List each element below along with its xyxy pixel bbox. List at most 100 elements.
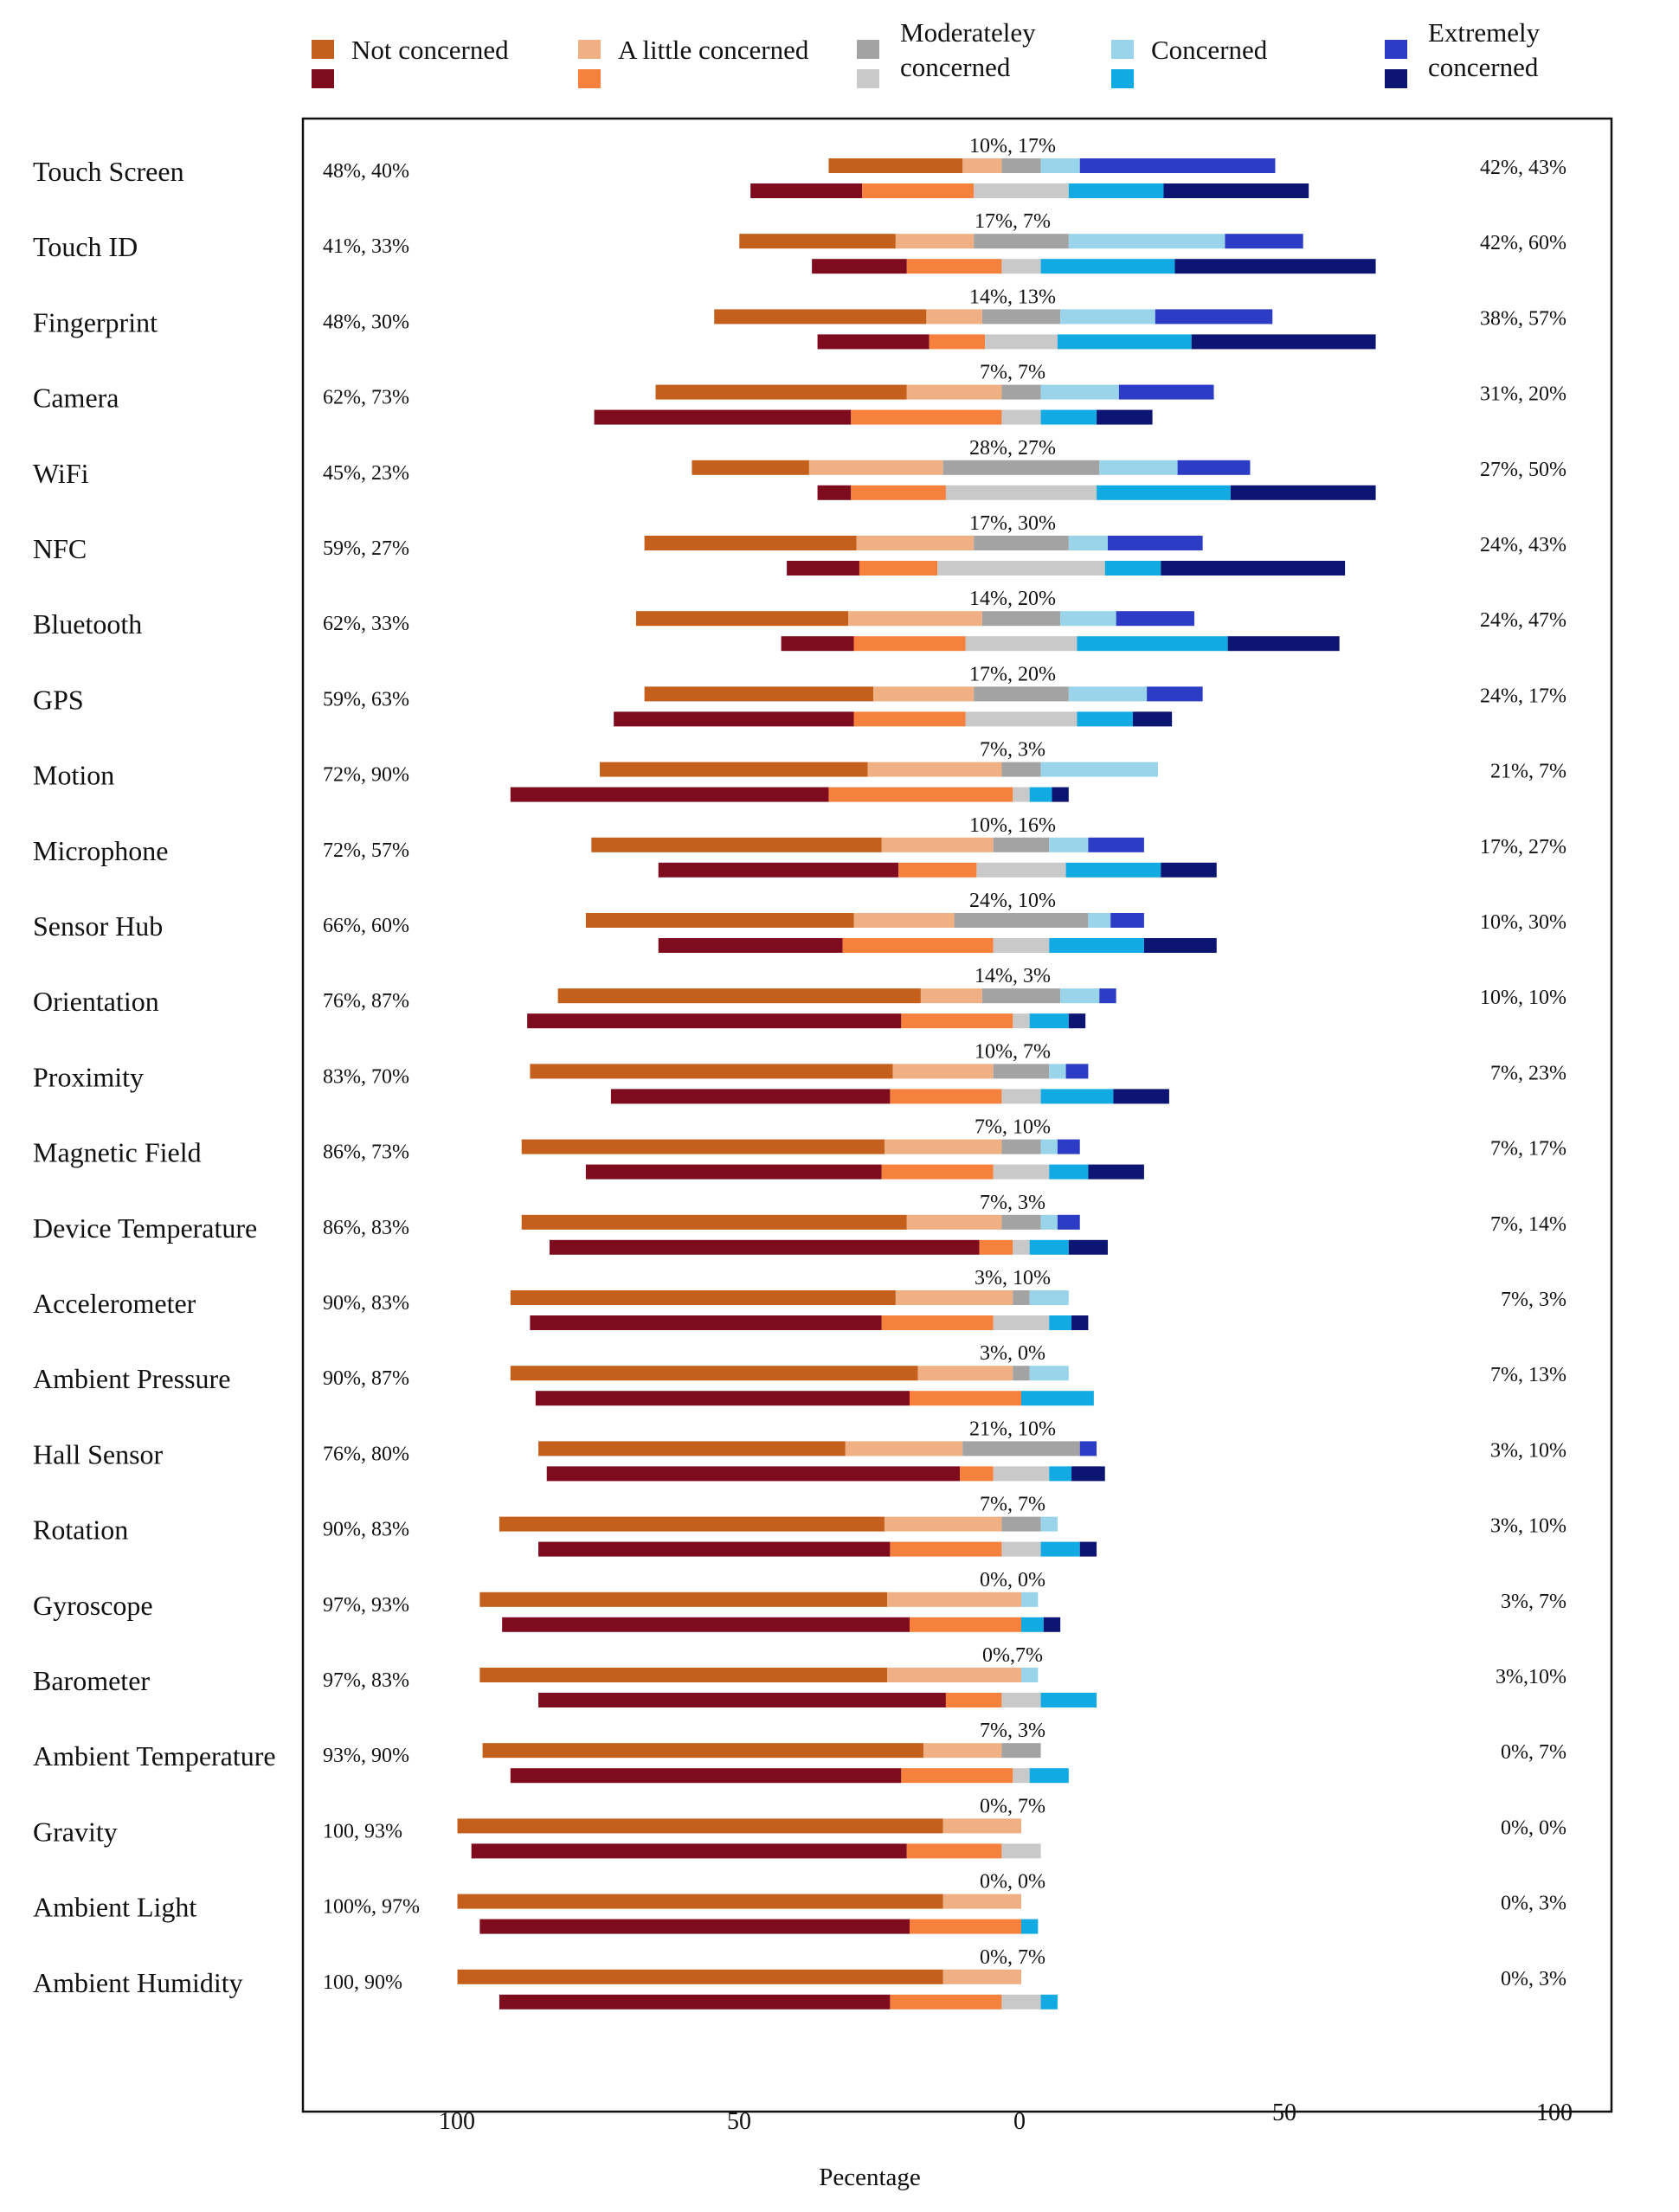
left-percent-label: 86%, 83% [323,1217,409,1239]
bar-series1-segment-not-concerned [635,611,849,627]
bar-series2-segment-extremely-concerned [1227,636,1340,652]
middle-percent-label: 10%, 17% [969,135,1056,158]
bar-series2-segment-concerned [1049,938,1144,953]
bar-series2-segment-concerned [1021,1391,1094,1406]
right-percent-label: 24%, 43% [1480,534,1566,556]
left-percent-label: 45%, 23% [323,462,409,485]
middle-percent-label: 3%, 0% [980,1342,1045,1365]
x-tick-right-50: 50 [1272,2099,1296,2126]
bar-series2-segment-extremely-concerned [1071,1315,1089,1330]
bar-series2-segment-not-concerned [750,183,863,198]
bar-series2-segment-concerned [1029,1768,1069,1784]
bar-series1-segment-moderateley-concerned [974,234,1069,249]
category-label: Ambient Temperature [33,1740,276,1772]
bar-series1-segment-not-concerned [521,1139,885,1154]
bar-series1-segment-a-little-concerned [895,1290,1013,1305]
plot-frame [301,117,1613,2113]
bar-series2-segment-not-concerned [812,259,907,274]
category-label: Barometer [33,1665,150,1696]
middle-percent-label: 14%, 13% [969,286,1056,308]
bar-series2-segment-not-concerned [510,1768,902,1784]
right-percent-label: 7%, 17% [1490,1138,1566,1161]
bar-series2-segment-a-little-concerned [859,561,938,576]
bar-series1-segment-extremely-concerned [1177,460,1251,475]
middle-percent-label: 14%, 20% [969,588,1056,610]
bar-series2-segment-a-little-concerned [906,259,1002,274]
bar-series2-segment-not-concerned [510,787,829,802]
left-percent-label: 76%, 87% [323,990,409,1013]
bar-series1-segment-a-little-concerned [867,762,1002,777]
category-label: Touch Screen [33,156,184,187]
bar-series2-segment-concerned [1077,636,1228,652]
bar-series1-segment-concerned [1040,1516,1058,1532]
bar-series2-segment-moderateley-concerned [1013,1239,1030,1255]
bar-series2-segment-extremely-concerned [1052,787,1069,802]
row-ambient-temperature: Ambient Temperature 93%, 90% 7%, 3% 0%, 7% [33,1720,1566,1784]
category-label: Accelerometer [33,1288,196,1319]
right-percent-label: 17%, 27% [1480,836,1566,858]
right-percent-label: 27%, 50% [1480,459,1566,481]
bar-series2-segment-a-little-concerned [853,636,966,652]
bar-series2-segment-a-little-concerned [979,1239,1013,1255]
bar-series1-segment-moderateley-concerned [981,309,1061,325]
bar-series1-segment-not-concerned [499,1516,885,1532]
legend-swatch-concerned-1 [1111,40,1134,59]
bar-series1-segment-not-concerned [692,460,809,475]
bar-series2-segment-concerned [1040,1089,1114,1104]
bar-series2-segment-not-concerned [585,1164,882,1180]
bar-series2-segment-a-little-concerned [906,1843,1002,1859]
middle-percent-label: 7%, 7% [980,1494,1045,1516]
bar-series2-segment-a-little-concerned [853,711,966,727]
legend-swatch-extremely-concerned-1 [1385,40,1407,59]
category-label: Touch ID [33,231,138,262]
category-label: Ambient Pressure [33,1363,230,1394]
bar-series1-segment-extremely-concerned [1118,384,1214,400]
bar-series2-segment-moderateley-concerned [945,485,1097,500]
bar-series2-segment-not-concerned [538,1693,946,1707]
legend-swatch-a-little-concerned-1 [578,40,601,59]
bar-series2-segment-extremely-concerned [1071,1466,1105,1482]
bar-series1-segment-extremely-concerned [1099,988,1116,1004]
bar-series2-segment-concerned [1021,1617,1044,1632]
category-label: Fingerprint [33,306,158,338]
bar-series2-segment-extremely-concerned [1163,183,1309,198]
bar-series1-segment-concerned [1099,460,1178,475]
bar-series2-segment-moderateley-concerned [1013,1013,1030,1029]
bar-series2-segment-not-concerned [549,1239,980,1255]
bar-series1-segment-a-little-concerned [962,158,1002,173]
left-percent-label: 100, 90% [323,1971,402,1994]
bar-series1-segment-extremely-concerned [1079,1441,1097,1456]
bar-series2-segment-concerned [1049,1466,1072,1482]
bar-series1-segment-not-concerned [644,686,874,702]
bar-series1-segment-moderateley-concerned [981,988,1061,1004]
bar-series2-segment-moderateley-concerned [1001,1541,1041,1557]
middle-percent-label: 24%, 10% [969,890,1056,912]
bar-series1-segment-concerned [1088,913,1111,928]
bar-series2-segment-not-concerned [535,1391,910,1406]
bar-series2-segment-a-little-concerned [881,1164,994,1180]
bar-series1-segment-concerned [1068,234,1225,249]
bar-series2-segment-extremely-concerned [1174,259,1376,274]
bar-series1-segment-concerned [1021,1591,1039,1607]
row-proximity: Proximity 83%, 70% 10%, 7% 7%, 23% [33,1040,1566,1104]
middle-percent-label: 17%, 20% [969,663,1056,685]
category-label: Ambient Light [33,1892,196,1923]
row-camera: Camera 62%, 73% 7%, 7% 31%, 20% [33,362,1566,425]
bar-series1-segment-a-little-concerned [906,384,1002,400]
row-fingerprint: Fingerprint 48%, 30% 14%, 13% 38%, 57% [33,286,1566,350]
right-percent-label: 42%, 43% [1480,157,1566,179]
bar-series2-segment-moderateley-concerned [993,1315,1050,1330]
bar-series2-segment-concerned [1040,1541,1080,1557]
bar-series1-segment-moderateley-concerned [974,536,1069,550]
bar-series1-segment-a-little-concerned [906,1214,1002,1230]
bar-series2-segment-a-little-concerned [851,409,1002,425]
bar-series1-segment-a-little-concerned [887,1591,1021,1607]
bar-series2-segment-moderateley-concerned [1001,1843,1041,1859]
bar-series2-segment-moderateley-concerned [1013,787,1030,802]
legend-label-a-little-concerned: A little concerned [618,35,809,65]
bar-series1-segment-extremely-concerned [1057,1214,1080,1230]
right-percent-label: 0%, 3% [1501,1893,1566,1915]
row-hall-sensor: Hall Sensor 76%, 80% 21%, 10% 3%, 10% [33,1418,1566,1482]
category-label: Rotation [33,1514,128,1546]
bar-series1-segment-not-concerned [479,1591,888,1607]
